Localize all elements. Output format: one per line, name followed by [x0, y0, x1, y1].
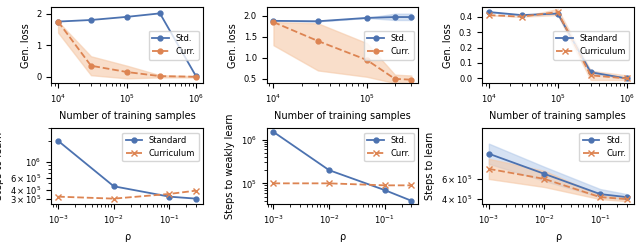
Y-axis label: Steps to weakly learn: Steps to weakly learn [225, 114, 236, 219]
Line: Curriculum: Curriculum [55, 188, 199, 201]
Standard [166, 195, 173, 198]
Curr. [192, 75, 200, 78]
Legend: Std., Curr.: Std., Curr. [579, 133, 629, 161]
Curriculum [518, 15, 525, 18]
Std. [325, 169, 333, 172]
Curr. [391, 77, 399, 80]
Curr. [363, 59, 371, 62]
Std. [87, 18, 95, 21]
Legend: Std., Curr.: Std., Curr. [364, 31, 414, 60]
Standard [554, 12, 562, 15]
Line: Curr.: Curr. [486, 166, 630, 202]
Curriculum [623, 77, 630, 80]
Std. [408, 199, 415, 202]
Std. [314, 20, 322, 23]
Curriculum [587, 74, 595, 77]
Curr. [269, 21, 277, 24]
Curr. [623, 198, 630, 200]
Line: Std.: Std. [271, 129, 414, 203]
Y-axis label: Steps to learn: Steps to learn [0, 132, 4, 200]
Y-axis label: Steps to learn: Steps to learn [425, 132, 435, 200]
Line: Curr.: Curr. [271, 181, 414, 188]
Standard [587, 71, 595, 74]
Curriculum [485, 14, 493, 16]
Curriculum [192, 189, 200, 192]
Curr. [541, 177, 548, 180]
Line: Curr.: Curr. [56, 19, 198, 79]
Curr. [54, 20, 62, 23]
Standard [623, 77, 630, 80]
Line: Curr.: Curr. [271, 20, 414, 82]
Curr. [381, 184, 388, 187]
Standard [54, 139, 62, 142]
Std. [156, 12, 164, 15]
X-axis label: ρ: ρ [339, 232, 346, 242]
Line: Std.: Std. [486, 151, 629, 200]
Curr. [156, 75, 164, 77]
X-axis label: Number of training samples: Number of training samples [490, 111, 626, 121]
Line: Curriculum: Curriculum [486, 9, 630, 81]
Legend: Std., Curr.: Std., Curr. [148, 31, 198, 60]
Curriculum [54, 195, 62, 198]
Standard [518, 14, 525, 16]
Standard [485, 11, 493, 14]
Standard [110, 185, 118, 188]
X-axis label: Number of training samples: Number of training samples [59, 111, 195, 121]
Line: Std.: Std. [271, 15, 414, 24]
Std. [381, 189, 388, 192]
Curr. [485, 167, 493, 170]
Curr. [408, 78, 415, 81]
Curr. [123, 71, 131, 74]
Curr. [269, 182, 277, 185]
Curr. [87, 64, 95, 67]
Std. [596, 193, 604, 196]
Y-axis label: Gen. loss: Gen. loss [228, 23, 238, 68]
Line: Std.: Std. [56, 11, 198, 78]
X-axis label: ρ: ρ [555, 232, 561, 242]
Std. [123, 15, 131, 18]
Line: Standard: Standard [486, 10, 629, 81]
Std. [54, 20, 62, 23]
Standard [192, 197, 200, 200]
Legend: Standard, Curriculum: Standard, Curriculum [553, 31, 629, 60]
Curriculum [554, 11, 562, 14]
Legend: Std., Curr.: Std., Curr. [364, 133, 414, 161]
Curr. [325, 182, 333, 185]
X-axis label: Number of training samples: Number of training samples [274, 111, 411, 121]
Curriculum [110, 197, 118, 200]
Line: Standard: Standard [56, 138, 198, 201]
Curriculum [166, 192, 173, 195]
Std. [623, 196, 630, 199]
Legend: Standard, Curriculum: Standard, Curriculum [122, 133, 198, 161]
Curr. [596, 196, 604, 199]
Std. [269, 19, 277, 22]
Y-axis label: Gen. loss: Gen. loss [20, 23, 31, 68]
X-axis label: ρ: ρ [124, 232, 130, 242]
Std. [391, 15, 399, 18]
Curr. [408, 184, 415, 187]
Std. [192, 75, 200, 77]
Std. [269, 130, 277, 133]
Std. [541, 172, 548, 175]
Y-axis label: Gen. loss: Gen. loss [444, 23, 453, 68]
Curr. [314, 40, 322, 43]
Std. [363, 16, 371, 19]
Std. [485, 152, 493, 155]
Std. [408, 15, 415, 18]
